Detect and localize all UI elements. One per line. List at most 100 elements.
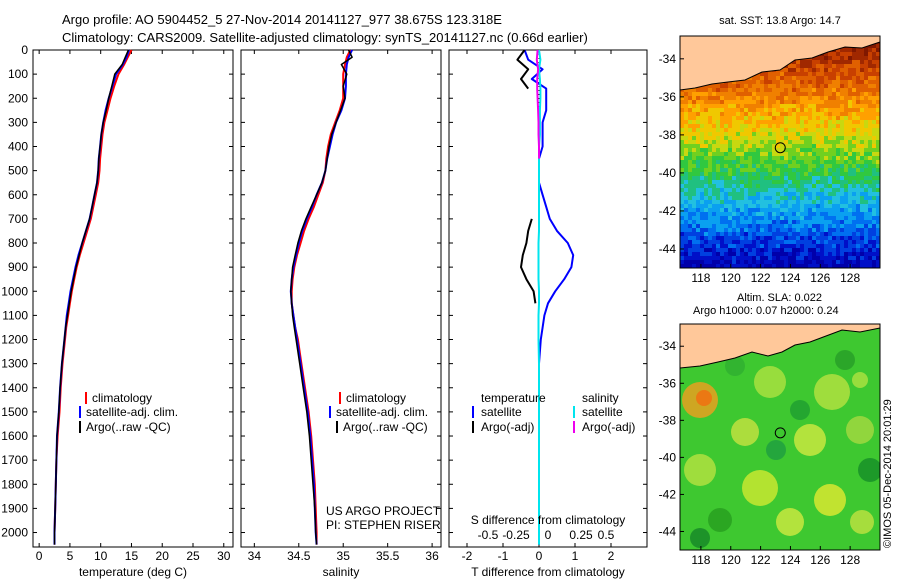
sst-cell bbox=[816, 104, 821, 109]
sst-cell bbox=[812, 244, 817, 249]
sst-cell bbox=[764, 132, 769, 137]
sst-cell bbox=[868, 204, 873, 209]
sst-cell bbox=[852, 248, 857, 253]
sst-cell bbox=[848, 96, 853, 101]
sst-cell bbox=[800, 232, 805, 237]
sst-cell bbox=[736, 148, 741, 153]
sst-cell bbox=[692, 152, 697, 157]
sst-cell bbox=[744, 176, 749, 181]
sst-cell bbox=[764, 112, 769, 117]
sst-cell bbox=[724, 120, 729, 125]
sst-cell bbox=[740, 100, 745, 105]
sst-cell bbox=[684, 128, 689, 133]
sst-cell bbox=[680, 132, 685, 137]
sst-cell bbox=[864, 88, 869, 93]
sst-cell bbox=[684, 224, 689, 229]
sst-cell bbox=[832, 136, 837, 141]
sst-cell bbox=[796, 212, 801, 217]
sst-cell bbox=[840, 144, 845, 149]
sst-cell bbox=[852, 256, 857, 261]
sst-cell bbox=[772, 240, 777, 245]
sst-cell bbox=[832, 56, 837, 61]
sst-cell bbox=[804, 92, 809, 97]
sst-cell bbox=[824, 240, 829, 245]
x-tick-label: 35 bbox=[337, 549, 351, 563]
sst-cell bbox=[708, 144, 713, 149]
sla-anomaly bbox=[725, 356, 745, 376]
sst-cell bbox=[856, 216, 861, 221]
sst-cell bbox=[796, 248, 801, 253]
sst-cell bbox=[872, 192, 877, 197]
sst-cell bbox=[708, 208, 713, 213]
sst-cell bbox=[824, 248, 829, 253]
sst-cell bbox=[720, 204, 725, 209]
sst-cell bbox=[748, 76, 753, 81]
sst-cell bbox=[836, 192, 841, 197]
sst-cell bbox=[700, 168, 705, 173]
legend-climatology-label: climatology bbox=[346, 391, 406, 405]
sst-cell bbox=[768, 164, 773, 169]
sst-cell bbox=[828, 132, 833, 137]
sst-cell bbox=[864, 256, 869, 261]
sst-cell bbox=[872, 256, 877, 261]
sst-cell bbox=[792, 96, 797, 101]
sst-cell bbox=[808, 256, 813, 261]
sst-cell bbox=[760, 88, 765, 93]
sst-cell bbox=[860, 100, 865, 105]
sst-cell bbox=[872, 120, 877, 125]
sst-cell bbox=[752, 160, 757, 165]
sst-cell bbox=[848, 160, 853, 165]
sst-cell bbox=[680, 216, 685, 221]
sst-cell bbox=[828, 256, 833, 261]
sst-cell bbox=[768, 160, 773, 165]
sst-cell bbox=[792, 244, 797, 249]
sst-cell bbox=[744, 216, 749, 221]
sst-cell bbox=[736, 112, 741, 117]
sst-cell bbox=[860, 104, 865, 109]
sst-cell bbox=[720, 220, 725, 225]
sst-cell bbox=[824, 128, 829, 133]
sst-cell bbox=[760, 156, 765, 161]
sst-cell bbox=[704, 148, 709, 153]
sst-cell bbox=[868, 224, 873, 229]
sst-cell bbox=[756, 76, 761, 81]
sst-cell bbox=[820, 120, 825, 125]
sst-cell bbox=[876, 124, 880, 129]
sst-cell bbox=[876, 188, 880, 193]
depth-tick-label: 1200 bbox=[1, 333, 28, 347]
sst-cell bbox=[832, 240, 837, 245]
sst-cell bbox=[700, 132, 705, 137]
sst-cell bbox=[840, 232, 845, 237]
sst-cell bbox=[740, 124, 745, 129]
sst-cell bbox=[680, 244, 685, 249]
sst-cell bbox=[856, 76, 861, 81]
sst-cell bbox=[692, 156, 697, 161]
sst-cell bbox=[704, 252, 709, 257]
sst-cell bbox=[716, 112, 721, 117]
sst-cell bbox=[732, 96, 737, 101]
sst-cell bbox=[876, 72, 880, 77]
sst-cell bbox=[828, 156, 833, 161]
sst-cell bbox=[724, 128, 729, 133]
sst-cell bbox=[688, 112, 693, 117]
sst-cell bbox=[736, 108, 741, 113]
sst-cell bbox=[844, 96, 849, 101]
sst-cell bbox=[860, 212, 865, 217]
sst-cell bbox=[796, 260, 801, 265]
sla-anomaly bbox=[850, 510, 874, 534]
sst-cell bbox=[760, 248, 765, 253]
sst-cell bbox=[804, 164, 809, 169]
sst-cell bbox=[756, 104, 761, 109]
sst-cell bbox=[700, 260, 705, 265]
sst-cell bbox=[796, 204, 801, 209]
map-x-tick-label: 120 bbox=[721, 271, 741, 285]
sst-cell bbox=[740, 260, 745, 265]
sst-cell bbox=[872, 92, 877, 97]
sst-cell bbox=[808, 184, 813, 189]
sst-cell bbox=[816, 264, 821, 268]
sst-cell bbox=[848, 248, 853, 253]
sst-cell bbox=[840, 116, 845, 121]
sst-cell bbox=[812, 156, 817, 161]
sst-cell bbox=[848, 144, 853, 149]
sst-cell bbox=[860, 264, 865, 268]
